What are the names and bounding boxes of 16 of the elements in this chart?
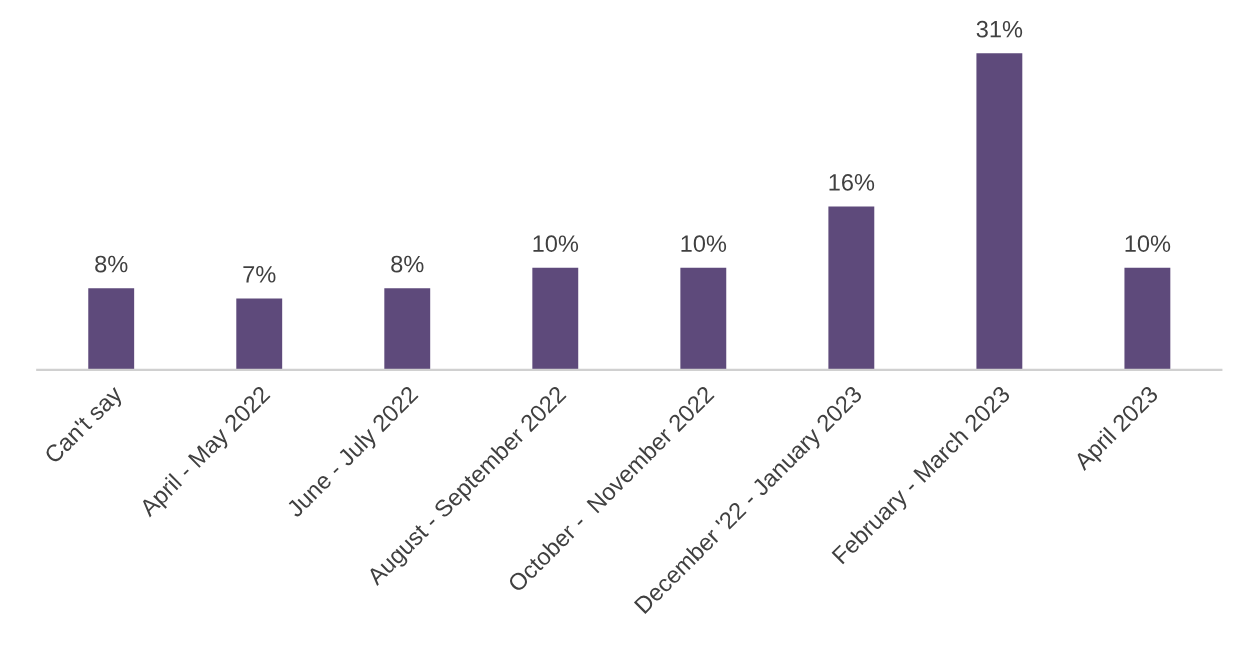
bar	[532, 267, 579, 370]
data-label: 10%	[533, 235, 579, 252]
data-label: 8%	[391, 255, 424, 273]
bar	[1124, 267, 1171, 370]
bar	[680, 267, 727, 370]
data-label: 16%	[829, 174, 875, 191]
bar	[384, 288, 431, 370]
bar	[976, 53, 1023, 370]
bar	[236, 298, 283, 370]
bar	[88, 288, 135, 370]
data-label: 7%	[243, 266, 276, 283]
bar	[828, 206, 875, 370]
data-label: 10%	[681, 235, 727, 252]
data-label: 31%	[976, 20, 1023, 38]
data-label: 10%	[1125, 235, 1171, 252]
data-label: 8%	[95, 255, 128, 273]
